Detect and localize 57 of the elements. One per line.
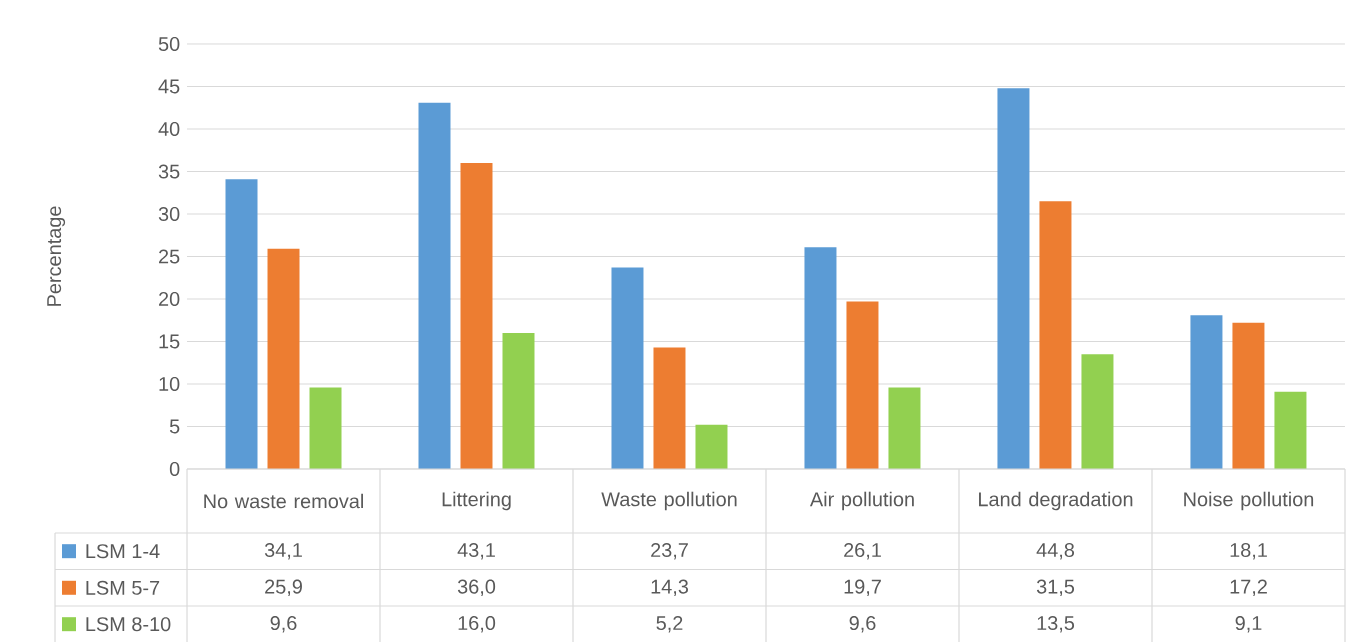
y-tick-label: 5 xyxy=(169,419,180,434)
x-tick-label: Air pollution xyxy=(809,491,914,511)
y-tick-label: 20 xyxy=(159,291,180,307)
bar xyxy=(1081,354,1114,469)
data-label: 9,1 xyxy=(1235,615,1262,633)
data-label: 31,5 xyxy=(1036,579,1075,597)
y-tick-label: 0 xyxy=(169,461,180,477)
bar xyxy=(460,162,493,469)
data-label: 44,8 xyxy=(1036,542,1075,560)
data-label: 17,2 xyxy=(1230,579,1267,597)
data-label: 13,5 xyxy=(1037,615,1075,633)
y-tick-label: 15 xyxy=(159,334,180,349)
data-label: 34,1 xyxy=(264,542,302,560)
bar xyxy=(1190,315,1223,469)
bar xyxy=(267,248,300,469)
data-label: 5,2 xyxy=(656,615,683,633)
bar xyxy=(1274,391,1307,469)
bar xyxy=(502,332,535,469)
bar xyxy=(846,301,879,469)
bar xyxy=(653,347,686,469)
bar xyxy=(225,179,258,469)
bar xyxy=(997,88,1030,469)
y-tick-label: 35 xyxy=(158,164,180,179)
y-tick-label: 25 xyxy=(159,249,180,264)
legend-label: LSM 8-10 xyxy=(86,617,171,632)
x-tick-label: No waste removal xyxy=(204,493,363,509)
data-label: 16,0 xyxy=(458,615,496,633)
x-tick-label: Noise pollution xyxy=(1184,491,1314,511)
bar xyxy=(695,424,728,469)
data-label: 43,1 xyxy=(457,542,495,560)
bar xyxy=(309,387,342,469)
data-label: 9,6 xyxy=(849,615,876,633)
bar xyxy=(804,247,837,469)
bar xyxy=(888,387,921,469)
x-tick-label: Waste pollution xyxy=(601,491,737,511)
bar xyxy=(611,267,644,469)
data-label: 36,0 xyxy=(457,579,496,597)
legend-label: LSM 1-4 xyxy=(86,544,160,559)
data-label: 18,1 xyxy=(1230,542,1267,560)
y-tick-label: 40 xyxy=(158,121,180,137)
data-label: 23,7 xyxy=(651,542,688,560)
y-tick-label: 30 xyxy=(158,206,180,222)
data-label: 25,9 xyxy=(265,579,302,597)
data-label: 14,3 xyxy=(651,579,689,597)
legend-label: LSM 5-7 xyxy=(86,580,160,595)
x-tick-label: Littering xyxy=(442,491,511,511)
bar xyxy=(1039,201,1072,469)
data-label: 19,7 xyxy=(844,579,881,597)
y-tick-label: 45 xyxy=(158,79,180,94)
y-tick-label: 10 xyxy=(159,376,180,392)
bar xyxy=(1232,322,1265,469)
x-tick-label: Land degradation xyxy=(979,491,1133,511)
bar xyxy=(418,102,451,469)
data-label: 26,1 xyxy=(844,542,881,560)
y-axis-title: Percentage xyxy=(47,206,66,306)
data-label: 9,6 xyxy=(270,615,297,633)
y-tick-label: 50 xyxy=(158,36,180,52)
